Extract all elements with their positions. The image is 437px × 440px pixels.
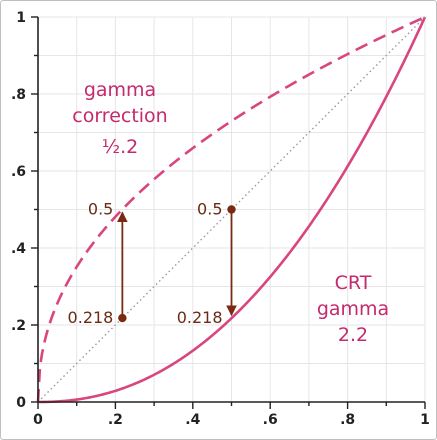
series-label-line: CRT (335, 272, 372, 294)
y-tick-label: .6 (11, 164, 26, 180)
x-tick-label: .6 (263, 412, 278, 428)
tick-labels: 0 .2 .4 .6 .8 1 0 .2 .4 .6 .8 1 (11, 10, 430, 428)
annotation-point (227, 205, 236, 214)
y-tick-label: .8 (11, 87, 26, 103)
annotations: 0.5 0.218 0.5 0.218 (68, 200, 237, 327)
x-tick-label: .4 (185, 412, 200, 428)
x-tick-label: 0 (33, 412, 43, 428)
x-tick-label: .2 (108, 412, 123, 428)
series-label-line: gamma (317, 298, 389, 320)
annotation-top-label: 0.5 (88, 200, 113, 219)
x-tick-label: .8 (340, 412, 355, 428)
gamma-correction-curve (36, 15, 426, 403)
series-label-line: gamma (84, 79, 156, 101)
x-tick-label: 1 (420, 412, 430, 428)
annotation-top-label: 0.5 (197, 200, 222, 219)
series-label-line: ½.2 (102, 136, 139, 158)
y-tick-label: .2 (11, 318, 26, 334)
annotation-bottom-label: 0.218 (68, 308, 114, 327)
axes (31, 16, 426, 409)
series-label-line: 2.2 (338, 324, 368, 346)
series-labels: gamma correction ½.2 CRT gamma 2.2 (72, 79, 389, 346)
y-tick-label: 0 (16, 395, 26, 411)
crt-gamma-curve (38, 16, 427, 404)
identity-line (37, 16, 426, 403)
series-layer (36, 15, 427, 404)
y-tick-label: .4 (11, 241, 26, 257)
y-tick-label: 1 (16, 10, 26, 26)
annotation-bottom-label: 0.218 (177, 308, 223, 327)
series-label-line: correction (72, 105, 167, 127)
annotation-point (118, 313, 127, 323)
